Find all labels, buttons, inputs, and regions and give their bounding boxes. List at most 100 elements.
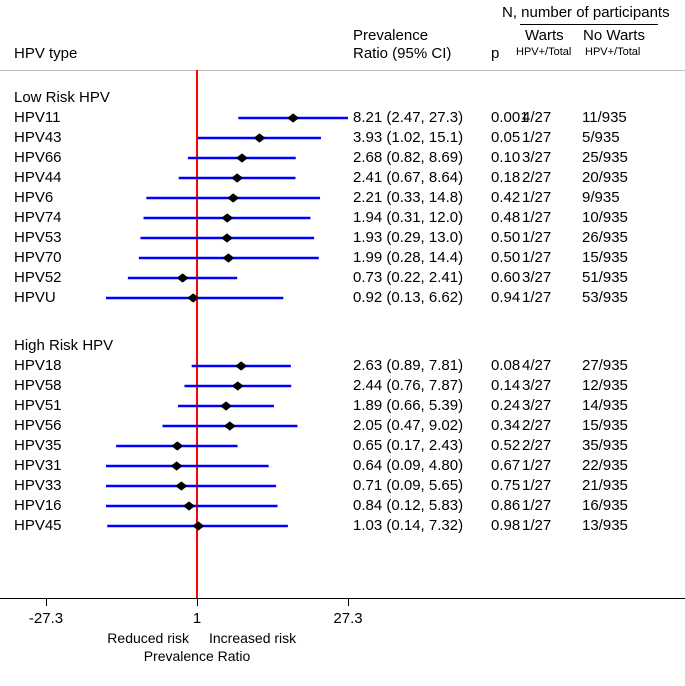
warts-count: 3/27 [522, 396, 551, 416]
nowarts-count: 25/935 [582, 148, 628, 168]
table-row: HPV582.44 (0.76, 7.87)0.143/2712/935 [0, 376, 685, 396]
forest-marker [0, 168, 350, 188]
warts-count: 2/27 [522, 436, 551, 456]
nowarts-count: 20/935 [582, 168, 628, 188]
forest-marker [0, 128, 350, 148]
ratio-text: 1.89 (0.66, 5.39) [353, 396, 463, 416]
table-row: HPV511.89 (0.66, 5.39)0.243/2714/935 [0, 396, 685, 416]
separator-line [0, 70, 685, 71]
nowarts-count: 14/935 [582, 396, 628, 416]
ratio-text: 0.84 (0.12, 5.83) [353, 496, 463, 516]
nowarts-count: 5/935 [582, 128, 620, 148]
forest-marker [0, 416, 350, 436]
nowarts-count: 13/935 [582, 516, 628, 536]
warts-count: 2/27 [522, 168, 551, 188]
p-value: 0.34 [491, 416, 520, 436]
table-row: HPV520.73 (0.22, 2.41)0.603/2751/935 [0, 268, 685, 288]
p-value: 0.75 [491, 476, 520, 496]
p-value: 0.24 [491, 396, 520, 416]
nowarts-count: 10/935 [582, 208, 628, 228]
p-value: 0.42 [491, 188, 520, 208]
p-value: 0.14 [491, 376, 520, 396]
ratio-text: 0.64 (0.09, 4.80) [353, 456, 463, 476]
forest-marker [0, 188, 350, 208]
table-row: HPV741.94 (0.31, 12.0)0.481/2710/935 [0, 208, 685, 228]
group-title: Low Risk HPV [14, 88, 110, 108]
forest-marker [0, 396, 350, 416]
table-row: HPV160.84 (0.12, 5.83)0.861/2716/935 [0, 496, 685, 516]
axis-xlabel: Prevalence Ratio [144, 648, 251, 664]
table-row: HPVU0.92 (0.13, 6.62)0.941/2753/935 [0, 288, 685, 308]
forest-marker [0, 288, 350, 308]
table-row: HPV330.71 (0.09, 5.65)0.751/2721/935 [0, 476, 685, 496]
header-nowarts: No Warts [583, 27, 645, 44]
warts-count: 1/27 [522, 476, 551, 496]
nowarts-count: 15/935 [582, 248, 628, 268]
ratio-text: 0.71 (0.09, 5.65) [353, 476, 463, 496]
p-value: 0.50 [491, 248, 520, 268]
warts-count: 1/27 [522, 128, 551, 148]
header-p: p [491, 45, 499, 62]
x-axis-line [0, 598, 685, 599]
ratio-text: 1.99 (0.28, 14.4) [353, 248, 463, 268]
table-row: HPV62.21 (0.33, 14.8)0.421/279/935 [0, 188, 685, 208]
nowarts-count: 27/935 [582, 356, 628, 376]
warts-count: 1/27 [522, 288, 551, 308]
header-warts: Warts [525, 27, 564, 44]
ratio-text: 3.93 (1.02, 15.1) [353, 128, 463, 148]
warts-count: 1/27 [522, 188, 551, 208]
table-row: HPV118.21 (2.47, 27.3)0.0014/2711/935 [0, 108, 685, 128]
forest-marker [0, 376, 350, 396]
warts-count: 1/27 [522, 456, 551, 476]
warts-count: 1/27 [522, 496, 551, 516]
p-value: 0.48 [491, 208, 520, 228]
header-ratio-line1: Prevalence [353, 27, 428, 44]
warts-count: 3/27 [522, 376, 551, 396]
table-row: HPV562.05 (0.47, 9.02)0.342/2715/935 [0, 416, 685, 436]
forest-marker [0, 476, 350, 496]
warts-count: 1/27 [522, 516, 551, 536]
header-hpv-type: HPV type [14, 45, 77, 62]
warts-count: 4/27 [522, 356, 551, 376]
header-participants: N, number of participants [502, 4, 670, 21]
nowarts-count: 21/935 [582, 476, 628, 496]
warts-count: 1/27 [522, 208, 551, 228]
forest-marker [0, 108, 350, 128]
forest-marker [0, 456, 350, 476]
forest-plot-container: { "layout": { "plot": { "x_left": 106, "… [0, 0, 685, 686]
axis-increased-label: Increased risk [209, 630, 296, 646]
forest-marker [0, 248, 350, 268]
p-value: 0.50 [491, 228, 520, 248]
ratio-text: 1.94 (0.31, 12.0) [353, 208, 463, 228]
p-value: 0.05 [491, 128, 520, 148]
axis-reduced-label: Reduced risk [107, 630, 189, 646]
table-row: HPV701.99 (0.28, 14.4)0.501/2715/935 [0, 248, 685, 268]
axis-tick [348, 598, 349, 606]
ratio-text: 1.93 (0.29, 13.0) [353, 228, 463, 248]
p-value: 0.10 [491, 148, 520, 168]
warts-count: 1/27 [522, 228, 551, 248]
ratio-text: 2.21 (0.33, 14.8) [353, 188, 463, 208]
warts-count: 4/27 [522, 108, 551, 128]
nowarts-count: 51/935 [582, 268, 628, 288]
ratio-text: 0.73 (0.22, 2.41) [353, 268, 463, 288]
warts-count: 1/27 [522, 248, 551, 268]
table-row: HPV433.93 (1.02, 15.1)0.051/275/935 [0, 128, 685, 148]
header-underline [520, 24, 658, 25]
table-row: HPV182.63 (0.89, 7.81)0.084/2727/935 [0, 356, 685, 376]
forest-marker [0, 148, 350, 168]
p-value: 0.98 [491, 516, 520, 536]
warts-count: 2/27 [522, 416, 551, 436]
nowarts-count: 9/935 [582, 188, 620, 208]
header-ratio-line2: Ratio (95% CI) [353, 45, 451, 62]
forest-marker [0, 356, 350, 376]
p-value: 0.67 [491, 456, 520, 476]
ratio-text: 0.65 (0.17, 2.43) [353, 436, 463, 456]
p-value: 0.86 [491, 496, 520, 516]
p-value: 0.94 [491, 288, 520, 308]
forest-marker [0, 208, 350, 228]
p-value: 0.08 [491, 356, 520, 376]
nowarts-count: 12/935 [582, 376, 628, 396]
axis-tick-label: 1 [193, 610, 201, 627]
axis-tick-label: 27.3 [333, 610, 362, 627]
